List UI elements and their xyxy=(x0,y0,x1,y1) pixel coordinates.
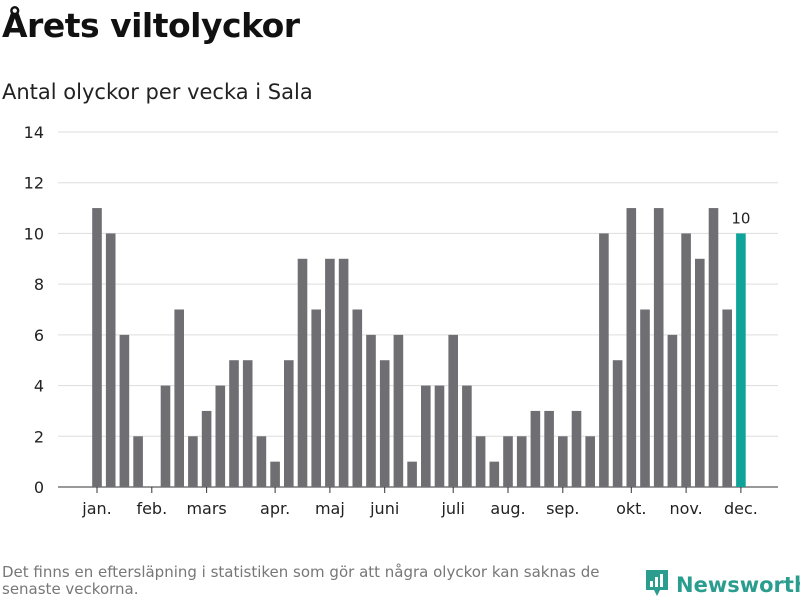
y-tick-label: 12 xyxy=(24,174,44,193)
x-tick-label: sep. xyxy=(546,499,579,518)
bar xyxy=(366,334,376,487)
bar xyxy=(297,258,308,487)
footnote: Det finns en eftersläpning i statistiken… xyxy=(2,563,600,598)
x-tick-label: juni xyxy=(369,499,399,518)
bar xyxy=(338,258,349,487)
bar xyxy=(503,436,513,487)
x-tick-label: mars xyxy=(186,499,226,518)
bar xyxy=(530,410,541,487)
bar xyxy=(421,385,431,487)
x-tick-label: jan. xyxy=(81,499,111,518)
x-tick-label: juli xyxy=(440,499,464,518)
bar xyxy=(462,385,472,487)
bar xyxy=(544,410,554,487)
bar xyxy=(475,436,486,487)
bar xyxy=(325,258,335,487)
bar xyxy=(585,436,595,487)
bar xyxy=(407,461,417,487)
chart-subtitle: Antal olyckor per vecka i Sala xyxy=(2,80,313,104)
y-tick-label: 8 xyxy=(34,275,44,294)
newsworthy-logo-icon xyxy=(644,568,670,602)
chart-title: Årets viltolyckor xyxy=(2,6,300,45)
bar xyxy=(434,385,445,487)
bar xyxy=(695,258,705,487)
bar xyxy=(516,436,527,487)
bar xyxy=(188,436,198,487)
bar xyxy=(201,410,212,487)
bar xyxy=(722,309,732,487)
brand[interactable]: Newsworthy xyxy=(644,568,800,602)
x-tick-label: aug. xyxy=(490,499,525,518)
bar xyxy=(489,461,500,487)
bar-highlight xyxy=(736,233,746,487)
bar xyxy=(215,385,226,487)
bar xyxy=(105,233,116,487)
bar xyxy=(352,309,363,487)
bar xyxy=(708,208,719,488)
y-tick-label: 6 xyxy=(34,326,44,345)
bar xyxy=(558,436,568,487)
bar xyxy=(133,436,143,487)
y-tick-label: 2 xyxy=(34,427,44,446)
y-tick-label: 10 xyxy=(24,224,44,243)
bar xyxy=(229,360,239,487)
bar xyxy=(571,410,582,487)
bar xyxy=(284,360,294,487)
brand-name: Newsworthy xyxy=(676,573,800,597)
x-tick-label: nov. xyxy=(669,499,702,518)
bar xyxy=(612,360,623,487)
bar xyxy=(160,385,171,487)
bar xyxy=(311,309,321,487)
bar-chart: 0 2 4 6 8 10 12 14 10 jan. feb. mars apr. maj juni juli… xyxy=(24,123,778,518)
x-tick-label: apr. xyxy=(260,499,290,518)
data-label: 10 xyxy=(731,209,750,227)
y-tick-label: 4 xyxy=(34,377,44,396)
bar xyxy=(379,360,390,487)
bar xyxy=(270,461,280,487)
bar xyxy=(667,334,678,487)
bar xyxy=(393,334,404,487)
bar xyxy=(256,436,267,487)
x-tick-label: maj xyxy=(315,499,345,518)
y-tick-label: 0 xyxy=(34,478,44,497)
x-tick-label: feb. xyxy=(136,499,167,518)
bar xyxy=(599,233,609,487)
bar xyxy=(681,233,691,487)
bar xyxy=(92,208,102,488)
bar xyxy=(626,208,637,488)
bar xyxy=(119,334,130,487)
x-tick-label: okt. xyxy=(616,499,646,518)
bar xyxy=(174,309,184,487)
bar xyxy=(242,360,253,487)
x-tick-label: dec. xyxy=(724,499,758,518)
bar xyxy=(448,334,458,487)
bar xyxy=(653,208,664,488)
y-tick-label: 14 xyxy=(24,123,44,142)
bar xyxy=(640,309,650,487)
